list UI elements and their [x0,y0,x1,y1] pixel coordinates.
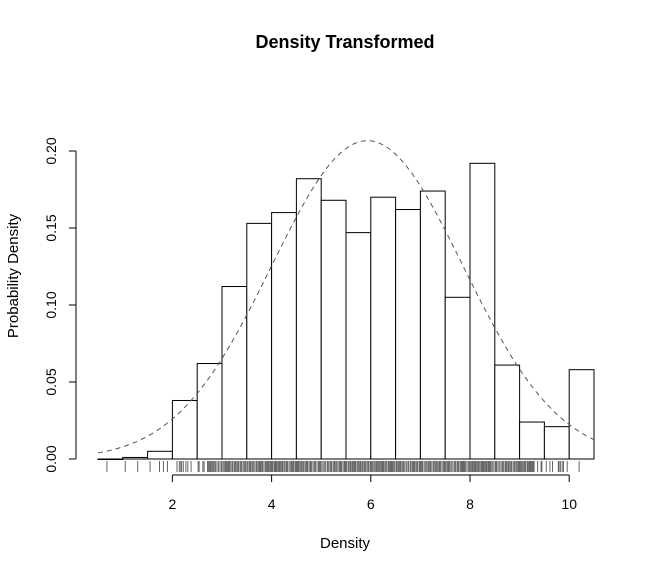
histogram-bar [419,190,446,460]
histogram-bar [469,162,496,460]
y-tick-label: 0.20 [43,137,59,164]
histogram-bar [519,421,545,460]
histogram-bar [196,363,223,460]
y-tick-label: 0.15 [43,214,59,241]
y-axis: 0.00 0.05 0.10 0.15 0.20 [43,137,77,473]
x-axis: 2 4 6 8 10 [169,474,577,512]
histogram-bar [295,178,322,460]
histogram-bar [122,456,149,460]
chart-title: Density Transformed [255,32,434,52]
histogram-bar [147,450,173,460]
histogram-bar [444,296,471,460]
histogram-bar [246,222,273,460]
x-tick-label: 2 [169,496,177,512]
y-tick-label: 0.05 [43,368,59,395]
histogram-bar [171,399,198,460]
y-tick-label: 0.10 [43,291,59,318]
histogram-bar [543,426,570,460]
histogram-bar [97,458,124,460]
histogram-bar [370,196,397,460]
histogram-bars [97,162,595,460]
histogram-bar [345,232,372,460]
histogram-bar [271,212,297,460]
x-tick-label: 8 [466,496,474,512]
x-tick-label: 4 [268,496,276,512]
rug-marks [106,461,580,472]
histogram-bar [320,199,347,460]
histogram-bar [395,209,421,460]
x-axis-label: Density [320,535,371,552]
x-tick-label: 6 [367,496,375,512]
y-tick-label: 0.00 [43,445,59,472]
normal-density-curve [97,140,595,454]
x-tick-label: 10 [561,496,577,512]
histogram-bar [221,286,248,460]
histogram-bar [494,364,521,460]
histogram-bar [568,369,595,460]
y-axis-label: Probability Density [5,213,22,338]
